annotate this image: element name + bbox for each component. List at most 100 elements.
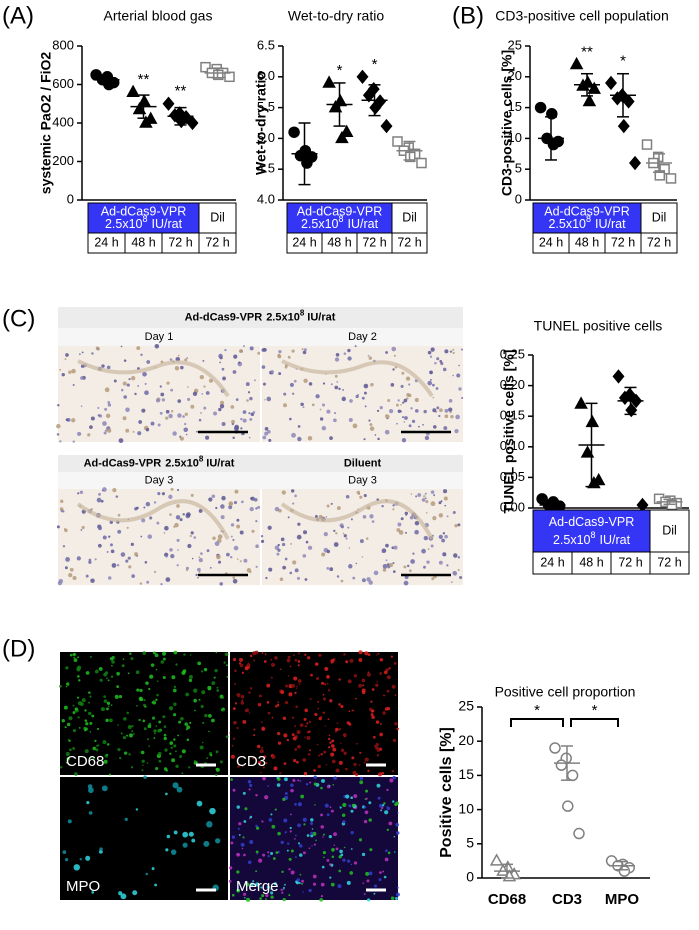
y-tick-label: 200	[52, 153, 74, 168]
texture-dot	[294, 658, 298, 662]
texture-dot	[296, 534, 302, 540]
texture-dot	[433, 494, 436, 497]
texture-dot	[297, 823, 301, 828]
day-label: Day 3	[348, 474, 377, 486]
texture-dot	[98, 667, 103, 671]
texture-dot	[409, 515, 414, 520]
texture-dot	[310, 818, 314, 822]
texture-dot	[79, 858, 82, 861]
texture-dot	[62, 510, 65, 513]
texture-dot	[395, 892, 400, 897]
texture-dot	[289, 382, 294, 387]
texture-dot	[338, 728, 342, 731]
texture-dot	[124, 817, 128, 822]
texture-dot	[297, 652, 301, 655]
texture-dot	[385, 414, 388, 417]
texture-dot	[233, 720, 237, 725]
texture-dot	[155, 725, 158, 727]
texture-dot	[104, 387, 110, 393]
texture-dot	[327, 737, 331, 741]
texture-dot	[123, 751, 128, 755]
texture-dot	[370, 700, 373, 703]
texture-dot	[277, 741, 282, 745]
data-point	[356, 69, 369, 84]
texture-dot	[78, 726, 81, 729]
texture-dot	[332, 784, 335, 786]
texture-dot	[391, 346, 397, 352]
texture-dot	[264, 653, 267, 656]
caption-band	[58, 472, 463, 489]
texture-dot	[236, 726, 239, 730]
texture-dot	[449, 411, 452, 414]
texture-dot	[371, 520, 375, 523]
texture-dot	[330, 383, 333, 386]
data-point	[139, 115, 153, 128]
texture-dot	[423, 535, 429, 541]
texture-dot	[218, 353, 223, 359]
text-part: Diluent	[344, 457, 382, 469]
texture-dot	[174, 365, 180, 371]
time-cell	[640, 232, 678, 254]
texture-dot	[226, 552, 230, 557]
x-tick-label: 24 h	[539, 235, 563, 249]
texture-dot	[393, 661, 397, 665]
texture-dot	[363, 761, 366, 764]
texture-dot	[106, 701, 110, 705]
texture-dot	[116, 564, 120, 567]
texture-dot	[142, 764, 144, 766]
texture-dot	[450, 581, 453, 583]
texture-dot	[159, 385, 162, 388]
texture-dot	[410, 559, 416, 564]
time-cell	[391, 232, 428, 254]
texture-dot	[250, 496, 255, 501]
texture-dot	[120, 893, 127, 900]
texture-dot	[393, 354, 396, 357]
texture-dot	[226, 675, 229, 678]
data-point	[612, 369, 625, 384]
texture-dot	[233, 682, 237, 685]
time-cell	[198, 232, 237, 254]
texture-dot	[87, 784, 93, 789]
texture-dot	[369, 848, 373, 852]
y-tick-label: 5.0	[257, 130, 275, 145]
texture-dot	[277, 548, 281, 552]
texture-dot	[340, 579, 344, 583]
texture-dot	[452, 511, 456, 515]
texture-dot	[105, 718, 109, 723]
texture-dot	[130, 542, 134, 547]
text-part: 2.5x10	[105, 217, 143, 231]
texture-dot	[301, 882, 304, 885]
texture-dot	[156, 398, 160, 403]
treatment-label: Ad-dCas9-VPR	[549, 515, 634, 529]
texture-dot	[165, 848, 169, 852]
texture-dot	[155, 767, 159, 771]
texture-dot	[288, 857, 292, 861]
texture-dot	[265, 576, 268, 580]
texture-dot	[265, 762, 268, 765]
texture-dot	[290, 543, 293, 545]
texture-dot	[320, 753, 323, 756]
texture-dot	[113, 379, 117, 383]
texture-dot	[242, 791, 246, 795]
texture-dot	[367, 653, 371, 657]
texture-dot	[459, 575, 463, 580]
texture-dot	[238, 657, 243, 662]
data-point	[175, 113, 188, 129]
data-point	[200, 61, 211, 73]
texture-dot	[346, 721, 350, 725]
texture-dot	[248, 691, 251, 694]
texture-dot	[325, 516, 328, 518]
texture-dot	[364, 651, 369, 656]
texture-dot	[263, 755, 267, 759]
x-tick-label: MPO	[605, 891, 640, 908]
texture-dot	[89, 695, 92, 698]
texture-dot	[72, 575, 77, 581]
texture-dot	[347, 348, 351, 353]
texture-dot	[165, 769, 169, 772]
texture-dot	[256, 852, 259, 855]
texture-dot	[234, 702, 238, 705]
texture-dot	[72, 440, 75, 443]
texture-dot	[340, 742, 342, 744]
y-tick-label: 600	[52, 76, 74, 91]
panel-letter: (B)	[452, 2, 484, 29]
